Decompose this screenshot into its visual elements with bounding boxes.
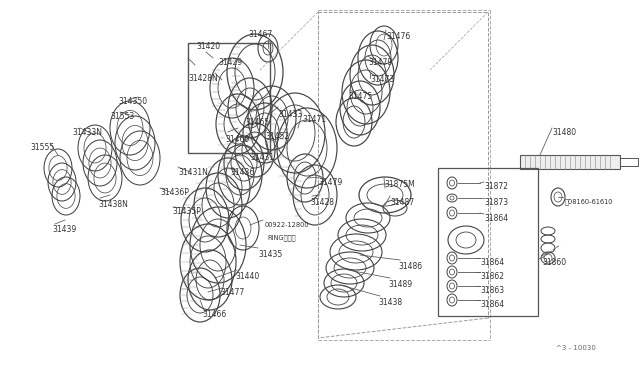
Text: 31479: 31479 (318, 178, 342, 187)
Text: 31420: 31420 (196, 42, 220, 51)
Text: 31473: 31473 (370, 75, 394, 84)
Bar (438, 168, 538, 316)
Text: 31475: 31475 (348, 92, 372, 101)
Bar (620, 158, 638, 166)
Text: 31471: 31471 (302, 115, 326, 124)
Text: 31489: 31489 (388, 280, 412, 289)
Bar (520, 155, 620, 169)
Text: 00922-12800: 00922-12800 (265, 222, 310, 228)
Text: 31438: 31438 (378, 298, 402, 307)
Text: 31477: 31477 (220, 288, 244, 297)
Text: 31435: 31435 (258, 250, 282, 259)
Text: 31479: 31479 (368, 58, 392, 67)
Text: 31860: 31860 (542, 258, 566, 267)
Text: 31862: 31862 (480, 272, 504, 281)
Text: 31864: 31864 (484, 214, 508, 223)
Text: 31452: 31452 (265, 132, 289, 141)
Text: 31872: 31872 (484, 182, 508, 191)
Text: 31439: 31439 (52, 225, 76, 234)
Text: 31864: 31864 (480, 300, 504, 309)
Text: 31428: 31428 (310, 198, 334, 207)
Text: ^3 - 10030: ^3 - 10030 (556, 345, 596, 351)
Text: 31431N: 31431N (178, 168, 208, 177)
Text: 31864: 31864 (480, 258, 504, 267)
Text: 31487: 31487 (390, 198, 414, 207)
Text: 31465: 31465 (245, 118, 269, 127)
Text: RINGリング: RINGリング (267, 234, 296, 241)
Text: 31467: 31467 (248, 30, 272, 39)
Text: 31435P: 31435P (172, 207, 201, 216)
Text: 31480: 31480 (552, 128, 576, 137)
Text: 31433N: 31433N (72, 128, 102, 137)
Text: 31555: 31555 (30, 143, 54, 152)
Text: 31431: 31431 (250, 153, 274, 162)
Text: 31436P: 31436P (160, 188, 189, 197)
Text: 31553: 31553 (110, 112, 134, 121)
Text: 31476: 31476 (386, 32, 410, 41)
Text: 314350: 314350 (118, 97, 147, 106)
Text: 31428N: 31428N (188, 74, 218, 83)
Text: 31466: 31466 (202, 310, 227, 319)
Text: 31436: 31436 (230, 168, 254, 177)
Text: 31873: 31873 (484, 198, 508, 207)
Text: 31460: 31460 (225, 135, 249, 144)
Text: 31486: 31486 (398, 262, 422, 271)
Text: 31438N: 31438N (98, 200, 128, 209)
Text: Ⓑ08160-61610: Ⓑ08160-61610 (565, 198, 614, 205)
Text: 31440: 31440 (235, 272, 259, 281)
Text: 31863: 31863 (480, 286, 504, 295)
Text: 31433: 31433 (278, 110, 302, 119)
Bar (188, 43, 270, 153)
Text: 31875M: 31875M (384, 180, 415, 189)
Text: 31429: 31429 (218, 58, 242, 67)
